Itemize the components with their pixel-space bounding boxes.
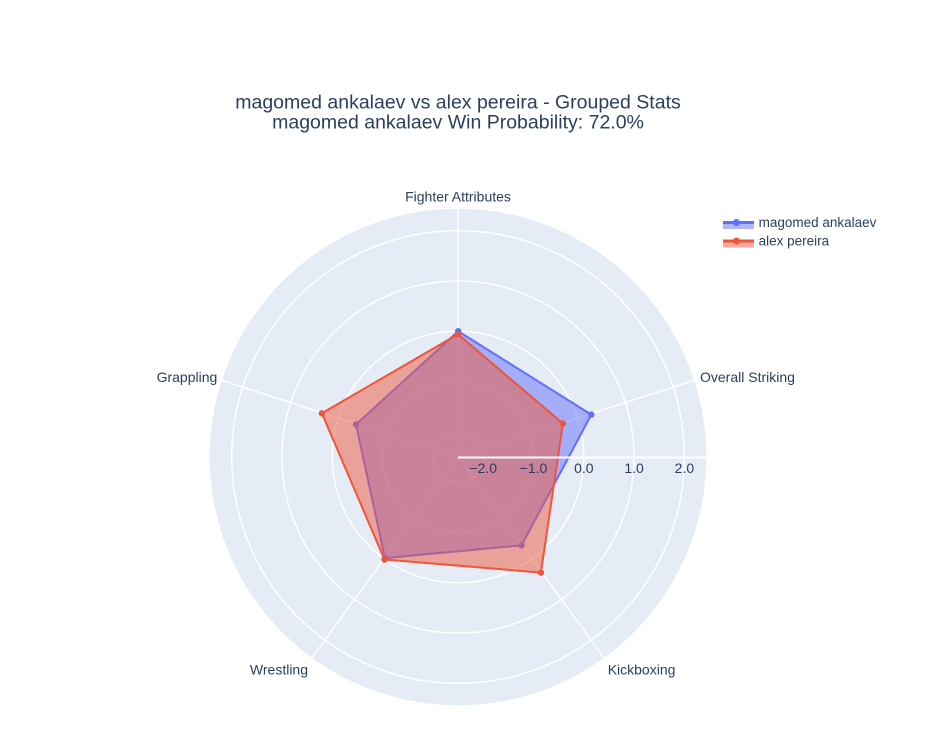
svg-text:Kickboxing: Kickboxing — [608, 662, 676, 678]
svg-text:magomed ankalaev: magomed ankalaev — [759, 215, 877, 230]
svg-text:−2.0: −2.0 — [469, 460, 497, 476]
svg-text:0.0: 0.0 — [574, 460, 594, 476]
svg-text:1.0: 1.0 — [624, 460, 644, 476]
svg-text:Overall Striking: Overall Striking — [700, 369, 795, 385]
svg-text:magomed ankalaev vs alex perei: magomed ankalaev vs alex pereira - Group… — [235, 92, 681, 114]
svg-text:Fighter Attributes: Fighter Attributes — [405, 188, 511, 204]
svg-text:Wrestling: Wrestling — [250, 662, 308, 678]
svg-text:2.0: 2.0 — [675, 460, 695, 476]
svg-text:alex pereira: alex pereira — [759, 233, 830, 248]
svg-text:magomed ankalaev Win Probabili: magomed ankalaev Win Probability: 72.0% — [272, 112, 644, 134]
svg-text:−1.0: −1.0 — [520, 460, 548, 476]
svg-text:Grappling: Grappling — [157, 369, 218, 385]
